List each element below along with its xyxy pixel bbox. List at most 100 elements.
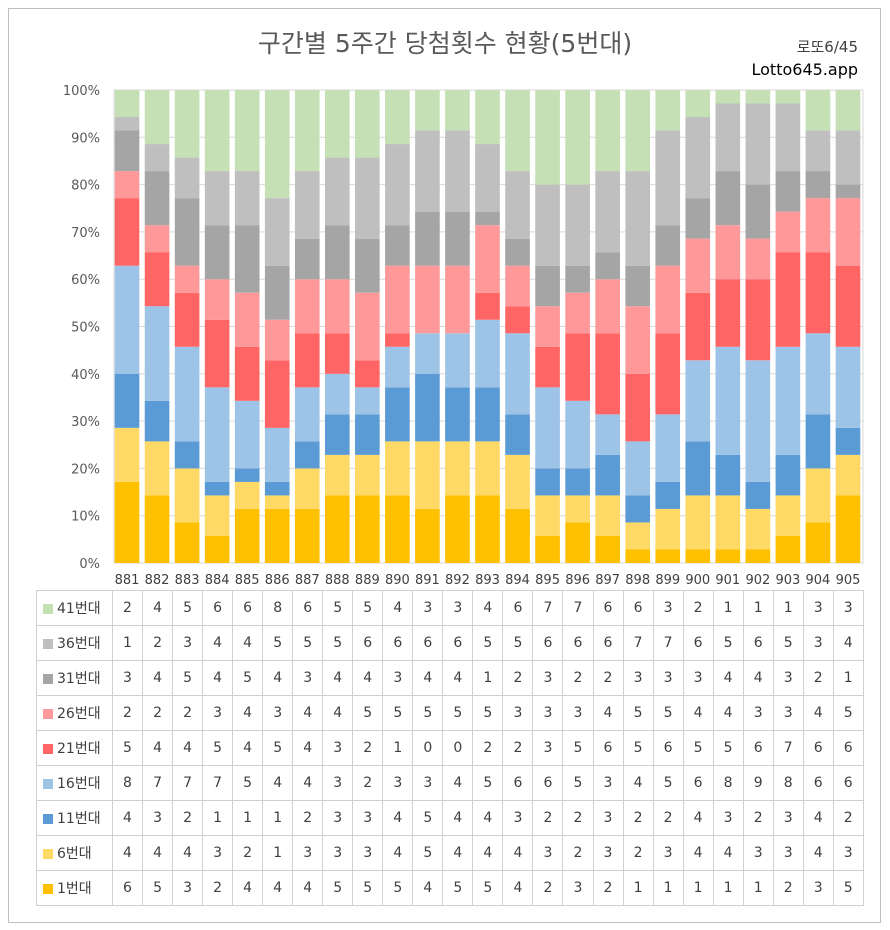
- table-cell: 4: [232, 625, 264, 661]
- bar-segment: [505, 454, 530, 509]
- table-cell: 4: [142, 590, 174, 626]
- bar-segment: [355, 292, 380, 361]
- table-cell: 3: [292, 835, 324, 871]
- table-cell: 3: [562, 870, 594, 906]
- bar-segment: [445, 211, 470, 266]
- bar-segment: [475, 319, 500, 388]
- table-cell: 4: [682, 800, 714, 836]
- table-cell: 2: [532, 870, 564, 906]
- table-cell: 2: [111, 695, 144, 731]
- table-cell: 2: [172, 800, 204, 836]
- legend-swatch: [43, 884, 53, 894]
- bar-segment: [655, 508, 681, 550]
- table-cell: 6: [502, 590, 534, 626]
- x-tick-label: 893: [475, 573, 500, 588]
- table-cell: 5: [262, 625, 294, 661]
- bar-segment: [445, 265, 470, 334]
- table-cell: 4: [352, 660, 384, 696]
- bar-segment: [475, 144, 500, 212]
- table-cell: 4: [322, 660, 354, 696]
- bar-segment: [324, 90, 350, 158]
- y-tick-label: 0%: [79, 557, 100, 572]
- bar-segment: [745, 184, 771, 239]
- bar-segment: [324, 157, 350, 226]
- bar-segment: [685, 238, 711, 293]
- table-cell: 2: [592, 870, 624, 906]
- table-cell: 4: [502, 870, 534, 906]
- table-cell: 6: [532, 625, 564, 661]
- table-cell: 4: [202, 625, 234, 661]
- x-tick-label: 895: [535, 573, 560, 588]
- bar-segment: [475, 211, 500, 226]
- legend-cell: 36번대: [36, 625, 113, 661]
- y-tick-label: 60%: [71, 273, 100, 288]
- table-cell: 5: [202, 730, 234, 766]
- bar-segment: [234, 508, 260, 563]
- table-cell: 1: [652, 870, 684, 906]
- bar-segment: [715, 454, 741, 496]
- bar-segment: [445, 441, 470, 496]
- table-row: 21번대 5 4 4 5 4 5 4 3 2 1 0 0 2 2 3 5 6 5 6 5 5 6 7 6 6: [36, 730, 864, 766]
- chart-title: 구간별 5주간 당첨횟수 현황(5번대): [257, 29, 633, 58]
- bar-segment: [835, 184, 861, 199]
- bar-segment: [535, 346, 560, 388]
- table-cell: 4: [412, 870, 444, 906]
- bar-segment: [595, 90, 620, 172]
- table-cell: 3: [742, 695, 774, 731]
- table-cell: 6: [652, 730, 684, 766]
- table-cell: 4: [472, 800, 504, 836]
- bar-segment: [805, 198, 831, 253]
- table-cell: 3: [652, 835, 684, 871]
- table-cell: 1: [712, 870, 744, 906]
- bar-segment: [505, 508, 530, 563]
- table-cell: 5: [352, 695, 384, 731]
- bar-segment: [445, 130, 470, 212]
- table-cell: 2: [742, 800, 774, 836]
- bar-segment: [324, 225, 350, 280]
- table-cell: 6: [442, 625, 474, 661]
- x-tick-label: 897: [595, 573, 620, 588]
- bar-segment: [475, 387, 500, 442]
- table-cell: 4: [382, 590, 414, 626]
- bar-segment: [745, 481, 771, 509]
- table-cell: 2: [232, 835, 264, 871]
- bar-segment: [174, 468, 200, 523]
- x-tick-label: 888: [325, 573, 350, 588]
- y-tick-label: 20%: [71, 462, 100, 477]
- y-tick-label: 10%: [71, 510, 100, 525]
- legend-label: 21번대: [57, 741, 101, 757]
- table-cell: 8: [262, 590, 294, 626]
- bar-segment: [625, 522, 651, 550]
- table-cell: 6: [352, 625, 384, 661]
- bar-segment: [535, 535, 560, 563]
- bar-segment: [355, 238, 380, 293]
- table-cell: 6: [382, 625, 414, 661]
- table-cell: 2: [352, 730, 384, 766]
- bar-segment: [385, 333, 410, 347]
- bar-segment: [475, 495, 500, 563]
- x-tick-label: 889: [355, 573, 380, 588]
- bar-segment: [264, 90, 290, 199]
- table-cell: 5: [442, 695, 474, 731]
- table-cell: 3: [622, 660, 654, 696]
- bar-segment: [595, 495, 620, 536]
- table-cell: 4: [232, 695, 264, 731]
- table-cell: 0: [442, 730, 474, 766]
- table-row: 36번대 1 2 3 4 4 5 5 5 6 6 6 6 5 5 6 6 6 7 7 6 5 6 5 3 4: [36, 625, 864, 661]
- bar-segment: [324, 454, 350, 496]
- bar-segment: [294, 508, 320, 563]
- bar-segment: [324, 414, 350, 455]
- table-cell: 4: [502, 835, 534, 871]
- bar-segment: [655, 549, 681, 563]
- bar-segment: [655, 130, 681, 226]
- x-tick-label: 891: [415, 573, 440, 588]
- data-table-body: 41번대 2 4 5 6 6 8 6 5 5 4 3 3 4 6 7 7 6 6 3 2 1 1 1 3 3 36번대 1 2 3 4 4 5 5…: [36, 590, 864, 906]
- x-tick-label: 898: [625, 573, 650, 588]
- table-cell: 3: [202, 695, 234, 731]
- bar-segment: [264, 265, 290, 320]
- bar-segment: [114, 90, 140, 118]
- bar-segment: [264, 495, 290, 509]
- table-cell: 3: [712, 800, 744, 836]
- table-cell: 5: [622, 730, 654, 766]
- table-cell: 6: [532, 765, 564, 801]
